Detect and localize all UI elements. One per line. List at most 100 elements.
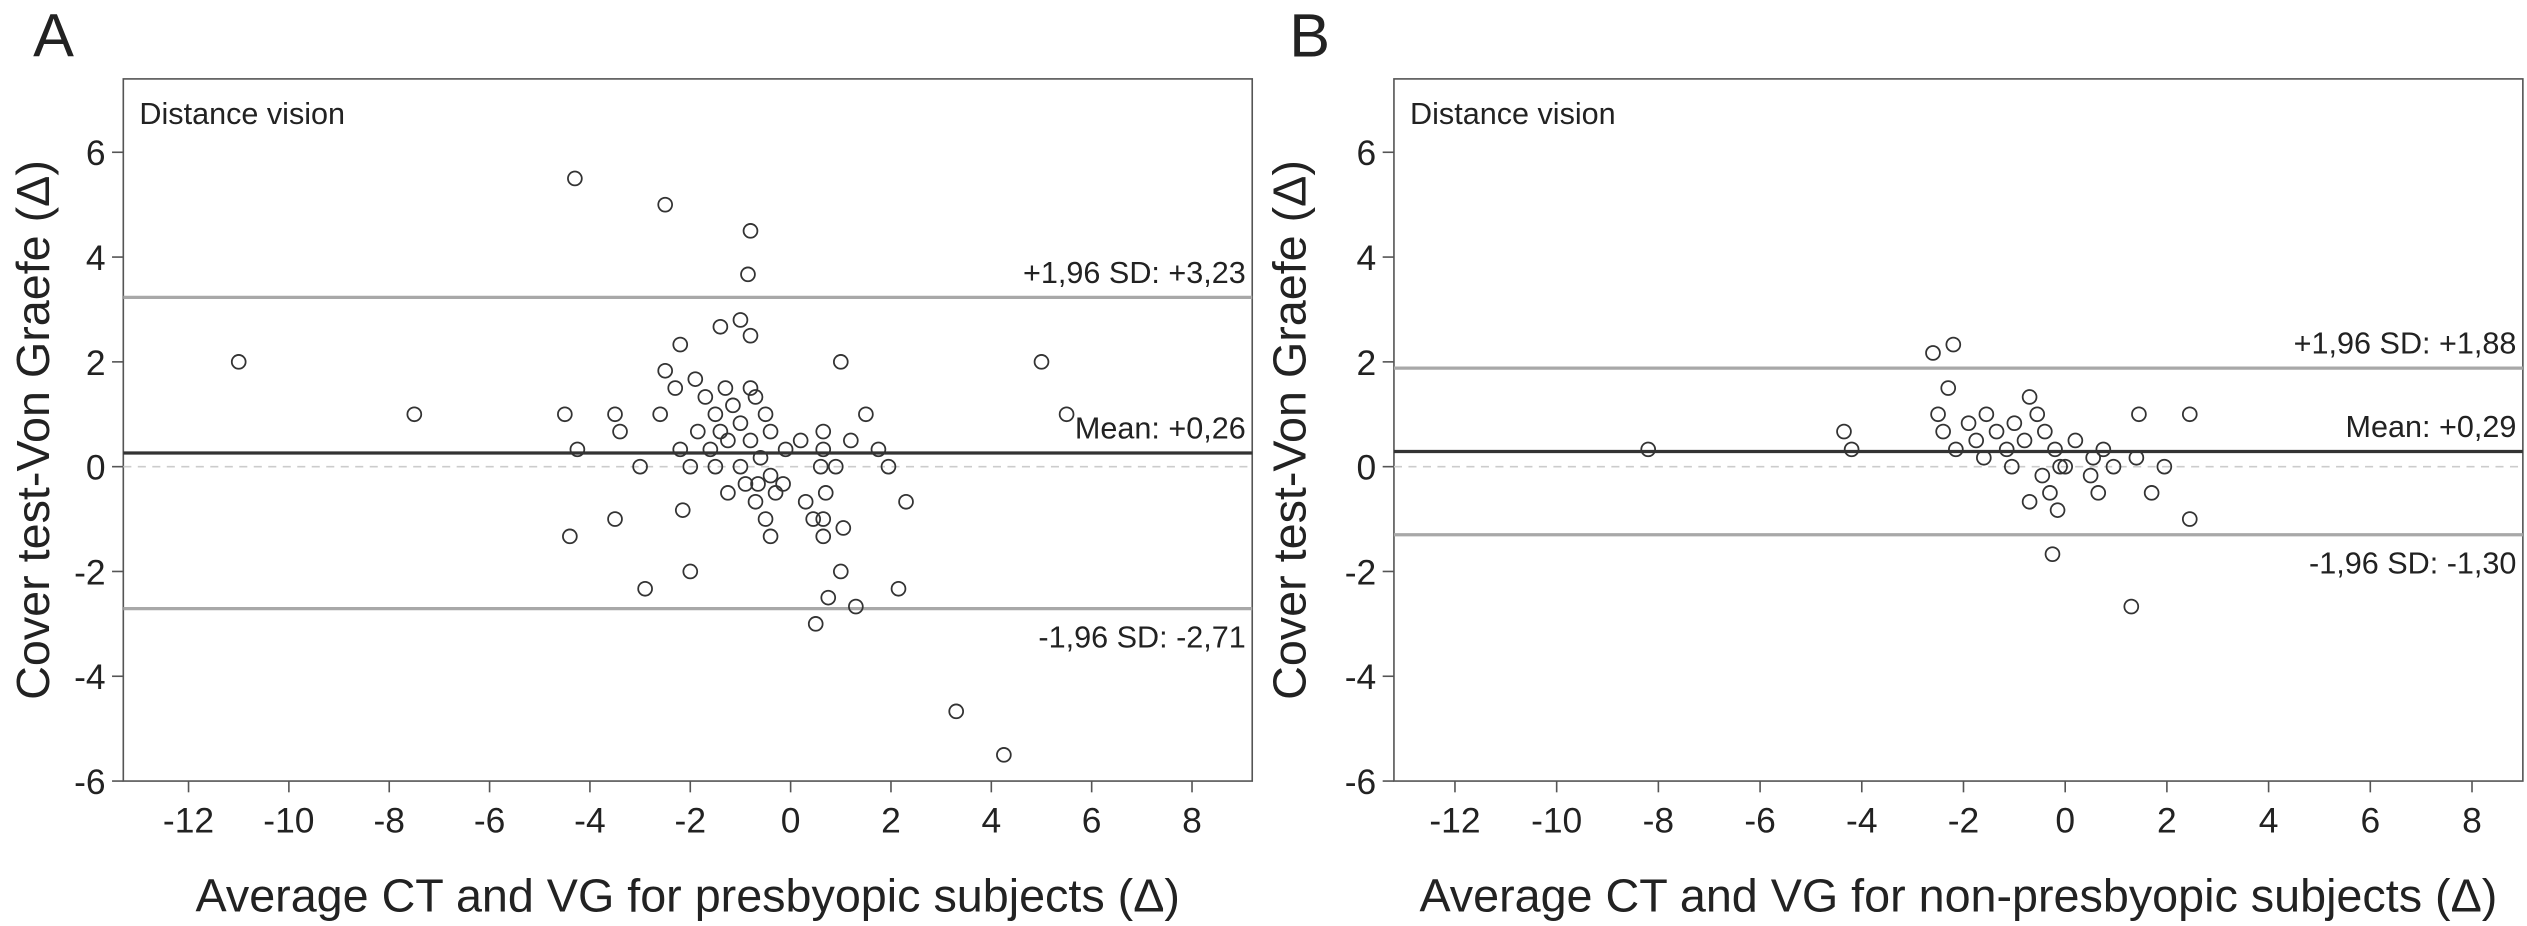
y-tick-label: -4 (74, 657, 105, 697)
x-axis-label: Average CT and VG for presbyopic subject… (196, 870, 1180, 922)
reference-label: -1,96 SD: -1,30 (2309, 546, 2516, 580)
data-point (2128, 449, 2145, 466)
data-point (567, 170, 583, 187)
data-point (230, 354, 247, 370)
x-tick-label: -6 (474, 801, 505, 841)
data-point (797, 493, 814, 510)
x-tick-label: 6 (1082, 801, 1102, 841)
data-point (657, 362, 674, 379)
panel-label: B (1289, 1, 1330, 69)
subtitle: Distance vision (1410, 97, 1616, 131)
data-point (835, 520, 852, 536)
data-point (657, 196, 674, 213)
data-point (632, 458, 648, 475)
data-point (2042, 485, 2058, 501)
y-axis-label: Cover test-Von Graefe (Δ) (7, 160, 59, 700)
data-point (2156, 458, 2173, 475)
plot-frame (1393, 78, 2524, 782)
data-point (2034, 467, 2051, 484)
data-point (1978, 406, 1995, 423)
data-point (569, 441, 586, 458)
data-point (870, 441, 887, 458)
data-point (1940, 380, 1957, 396)
data-point (1948, 441, 1964, 458)
y-tick-label: 6 (86, 133, 106, 173)
y-tick-label: -4 (1345, 657, 1376, 697)
data-point (832, 563, 849, 580)
data-point (898, 493, 914, 510)
y-axis-label: Cover test-Von Graefe (Δ) (1263, 160, 1315, 700)
y-tick-label: 4 (1357, 238, 1377, 278)
data-point (689, 423, 706, 440)
data-point (682, 563, 699, 580)
data-point (652, 406, 668, 423)
x-tick-label: 8 (1182, 801, 1202, 841)
data-point (2067, 432, 2084, 449)
data-point (2016, 432, 2033, 449)
data-point (2003, 458, 2020, 475)
data-point (762, 467, 779, 484)
reference-label: +1,96 SD: +3,23 (1023, 256, 1246, 290)
data-point (607, 406, 623, 423)
x-tick-label: -12 (163, 801, 214, 841)
data-point (1998, 441, 2015, 458)
data-point (1836, 423, 1852, 440)
data-point (2006, 415, 2023, 431)
data-point (2052, 458, 2068, 475)
y-tick-label: -6 (74, 762, 105, 802)
data-point (2044, 546, 2061, 562)
x-tick-label: 0 (2055, 801, 2075, 841)
data-point (557, 406, 573, 423)
data-point (805, 511, 822, 527)
panel-label: A (33, 1, 74, 69)
data-point (843, 432, 859, 449)
x-tick-label: 0 (781, 801, 801, 841)
data-point (742, 432, 759, 449)
data-point (612, 423, 628, 440)
data-point (890, 580, 907, 597)
data-point (750, 476, 766, 492)
x-tick-label: -2 (675, 801, 706, 841)
data-point (848, 598, 864, 615)
data-point (2143, 485, 2160, 501)
data-point (725, 397, 741, 414)
y-tick-label: 6 (1357, 133, 1377, 173)
panel: A Distance vision -12 -10 -8 -6 -4 -2 0 2 4 6 8 -6 -4 -… (7, 1, 1254, 922)
data-point (1968, 432, 1985, 449)
data-point (732, 415, 749, 431)
data-point (406, 406, 423, 423)
data-point (2090, 485, 2107, 501)
data-point (762, 423, 779, 440)
data-point (2029, 406, 2046, 423)
data-point (1960, 415, 1977, 431)
panel: B Distance vision -12 -10 -8 -6 -4 -2 0 2 4 6 8 -6 -4 -… (1263, 1, 2524, 922)
data-point (1976, 449, 1992, 466)
data-point (2181, 511, 2198, 527)
x-tick-label: -8 (1643, 801, 1674, 841)
x-tick-label: -8 (373, 801, 404, 841)
data-point (720, 485, 736, 501)
x-tick-label: -4 (574, 801, 605, 841)
data-point (1843, 441, 1860, 458)
data-point (2095, 441, 2112, 458)
data-point (1935, 423, 1951, 440)
data-point (996, 747, 1012, 763)
data-point (667, 380, 684, 396)
data-point (697, 389, 714, 405)
data-point (562, 528, 578, 545)
reference-label: -1,96 SD: -2,71 (1038, 620, 1245, 654)
x-tick-label: 2 (881, 801, 901, 841)
data-point (807, 616, 824, 632)
data-point (742, 327, 759, 344)
data-point (2082, 467, 2099, 484)
data-point (2057, 458, 2074, 475)
reference-label: Mean: +0,29 (2346, 410, 2517, 444)
data-point (687, 371, 704, 387)
data-point (637, 580, 653, 597)
data-point (1640, 441, 1657, 458)
data-point (815, 423, 832, 440)
y-tick-label: -6 (1345, 762, 1376, 802)
data-point (712, 423, 729, 440)
data-point (820, 589, 837, 606)
